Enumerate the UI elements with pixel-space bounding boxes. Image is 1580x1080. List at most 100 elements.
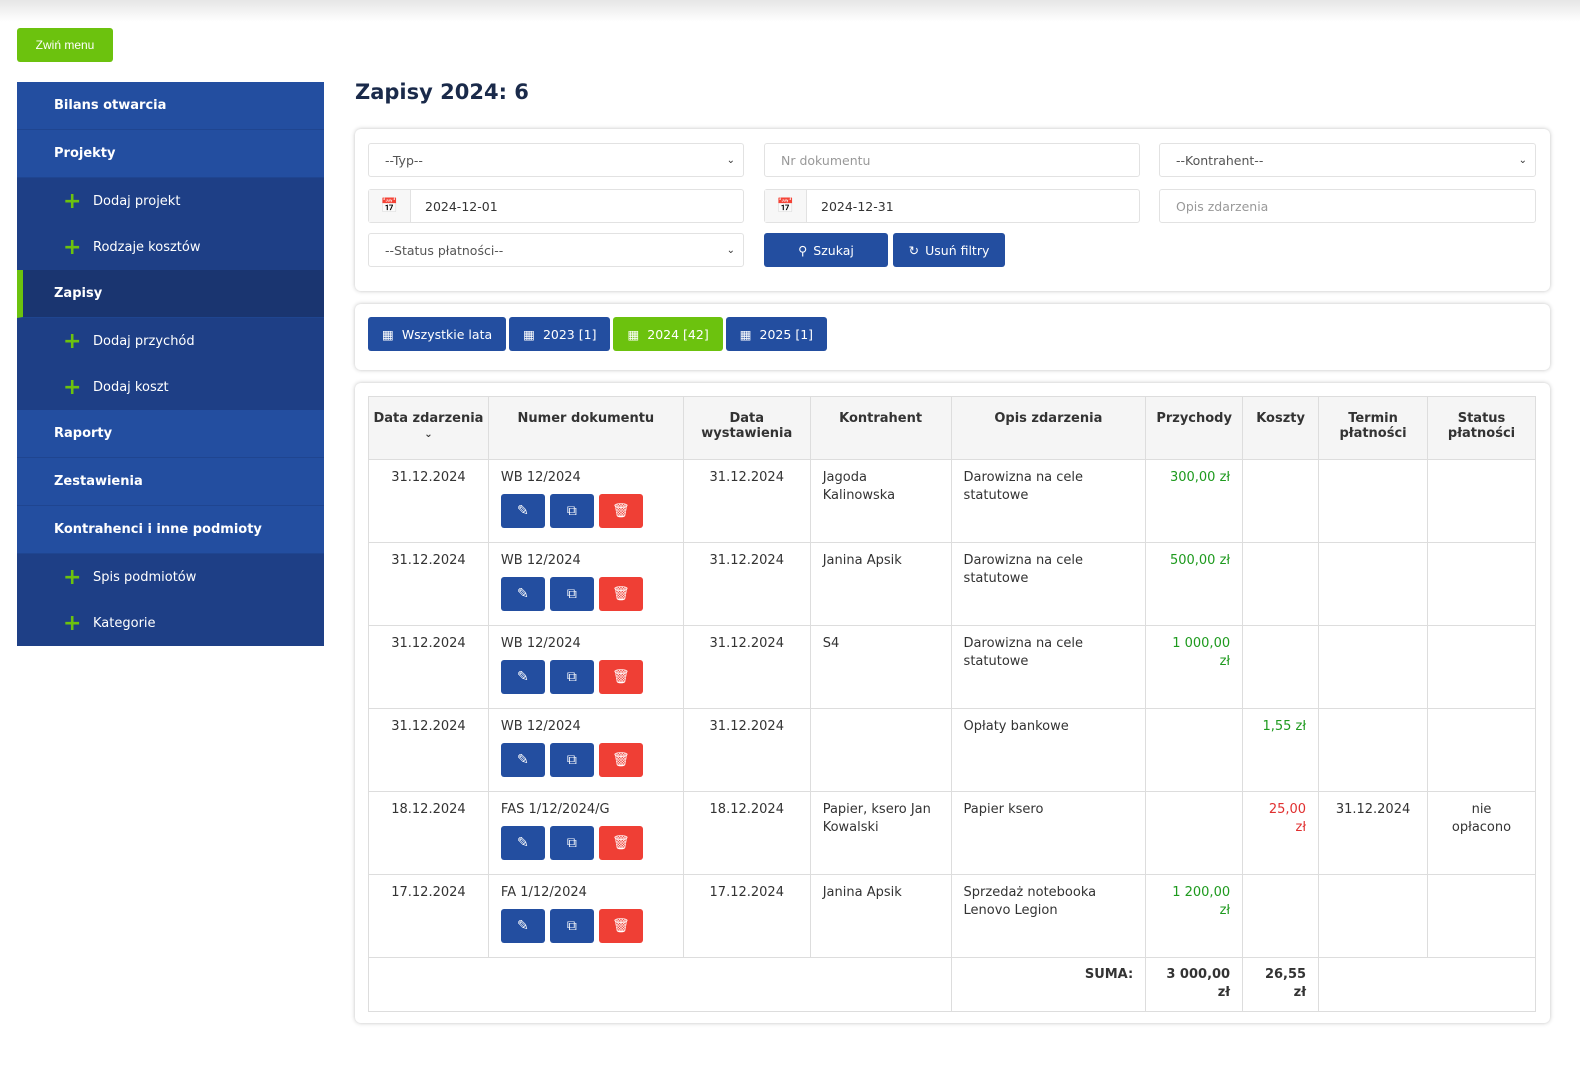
sidebar-item[interactable]: Raporty bbox=[17, 410, 324, 458]
cell-value: FA 1/12/2024 bbox=[500, 885, 587, 900]
trash-icon: 🗑 bbox=[612, 918, 630, 934]
year-filter-panel: ▦ Wszystkie lata ▦ 2023 [1] ▦ 2024 [42] ▦ 2025 … bbox=[355, 304, 1550, 370]
sidebar-item[interactable]: Projekty bbox=[17, 130, 324, 178]
column-header-label: Przychody bbox=[1156, 411, 1232, 426]
search-label: Szukaj bbox=[813, 242, 854, 258]
delete-button[interactable]: 🗑 bbox=[598, 743, 643, 777]
table-cell: Darowizna na cele statutowe bbox=[950, 459, 1147, 543]
sidebar-item[interactable]: Zestawienia bbox=[17, 458, 324, 506]
table-cell: 17.12.2024 bbox=[368, 874, 489, 958]
edit-button[interactable]: ✎ bbox=[500, 826, 545, 860]
row-actions: ✎ ⧉ 🗑 bbox=[500, 577, 671, 611]
table-cell: WB 12/2024 ✎ ⧉ 🗑 bbox=[487, 542, 684, 626]
table-cell: 31.12.2024 bbox=[1318, 791, 1429, 875]
copy-button[interactable]: ⧉ bbox=[549, 660, 594, 694]
records-panel: Data zdarzenia ⌄ Numer dokumentu Data wyst… bbox=[355, 383, 1550, 1023]
table-cell: 1 200,00 zł bbox=[1145, 874, 1244, 958]
sidebar-item[interactable]: + Kategorie bbox=[17, 600, 324, 646]
sidebar-item[interactable]: + Spis podmiotów bbox=[17, 554, 324, 600]
table-cell: Papier, ksero Jan Kowalski bbox=[809, 791, 952, 875]
year-button[interactable]: ▦ 2023 [1] bbox=[509, 317, 611, 351]
table-cell: Jagoda Kalinowska bbox=[809, 459, 952, 543]
description-input[interactable]: Opis zdarzenia bbox=[1159, 189, 1536, 223]
sidebar-item[interactable]: + Dodaj koszt bbox=[17, 364, 324, 410]
year-label: 2024 [42] bbox=[647, 326, 709, 342]
delete-button[interactable]: 🗑 bbox=[598, 660, 643, 694]
sidebar-item-label: Zestawienia bbox=[54, 474, 143, 489]
sidebar-item[interactable]: Zapisy bbox=[17, 270, 324, 318]
contractor-select-value: --Kontrahent-- bbox=[1176, 152, 1264, 168]
search-button[interactable]: ⚲ Szukaj bbox=[764, 233, 888, 267]
payment-status-select[interactable]: --Status płatności-- ⌄ bbox=[368, 233, 744, 267]
table-cell bbox=[1242, 625, 1320, 709]
sum-label: SUMA: bbox=[950, 957, 1147, 1012]
table-cell bbox=[1145, 791, 1244, 875]
cell-value: WB 12/2024 bbox=[500, 636, 581, 651]
clear-filters-button[interactable]: ↻ Usuń filtry bbox=[893, 233, 1005, 267]
delete-button[interactable]: 🗑 bbox=[598, 826, 643, 860]
edit-button[interactable]: ✎ bbox=[500, 909, 545, 943]
sidebar: Bilans otwarcia Projekty + Dodaj projekt + Ro… bbox=[17, 82, 324, 646]
column-header-label: Opis zdarzenia bbox=[994, 411, 1103, 426]
copy-button[interactable]: ⧉ bbox=[549, 826, 594, 860]
table-cell bbox=[1318, 957, 1536, 1012]
type-select[interactable]: --Typ-- ⌄ bbox=[368, 143, 744, 177]
copy-button[interactable]: ⧉ bbox=[549, 909, 594, 943]
sidebar-item-label: Zapisy bbox=[54, 286, 103, 301]
copy-button[interactable]: ⧉ bbox=[549, 577, 594, 611]
sidebar-item[interactable]: Bilans otwarcia bbox=[17, 82, 324, 130]
sort-chevron-icon: ⌄ bbox=[424, 429, 433, 440]
sidebar-item[interactable]: Kontrahenci i inne podmioty bbox=[17, 506, 324, 554]
edit-button[interactable]: ✎ bbox=[500, 494, 545, 528]
date-from-input[interactable]: 📅 2024-12-01 bbox=[368, 189, 744, 223]
table-cell bbox=[1318, 542, 1429, 626]
table-cell bbox=[1242, 542, 1320, 626]
year-button[interactable]: ▦ 2025 [1] bbox=[725, 317, 828, 351]
cell-value: Jagoda Kalinowska bbox=[822, 470, 896, 503]
collapse-menu-button[interactable]: Zwiń menu bbox=[17, 28, 113, 62]
cell-value: Papier ksero bbox=[963, 802, 1044, 817]
delete-button[interactable]: 🗑 bbox=[598, 494, 643, 528]
year-label: 2025 [1] bbox=[759, 326, 814, 342]
sidebar-item[interactable]: + Rodzaje kosztów bbox=[17, 224, 324, 270]
table-cell bbox=[1145, 708, 1244, 792]
document-number-input[interactable]: Nr dokumentu bbox=[764, 143, 1140, 177]
year-button[interactable]: ▦ 2024 [42] bbox=[613, 317, 723, 351]
sum-income: 3 000,00 zł bbox=[1145, 957, 1244, 1012]
column-header: Termin płatności bbox=[1318, 396, 1429, 460]
column-header[interactable]: Data zdarzenia ⌄ bbox=[368, 396, 489, 460]
column-header-label: Status płatności bbox=[1447, 411, 1516, 441]
sidebar-item-label: Projekty bbox=[54, 146, 116, 161]
sidebar-item-label: Rodzaje kosztów bbox=[93, 239, 201, 255]
table-cell: Darowizna na cele statutowe bbox=[950, 625, 1147, 709]
plus-icon: + bbox=[63, 374, 82, 400]
table-cell bbox=[1242, 874, 1320, 958]
table-cell: 300,00 zł bbox=[1145, 459, 1244, 543]
date-to-input[interactable]: 📅 2024-12-31 bbox=[764, 189, 1140, 223]
cell-value: 31.12.2024 bbox=[709, 719, 784, 734]
column-header: Data wystawienia bbox=[682, 396, 811, 460]
column-header-label: Numer dokumentu bbox=[517, 411, 655, 426]
edit-button[interactable]: ✎ bbox=[500, 660, 545, 694]
edit-button[interactable]: ✎ bbox=[500, 577, 545, 611]
column-header: Status płatności bbox=[1427, 396, 1536, 460]
delete-button[interactable]: 🗑 bbox=[598, 909, 643, 943]
sidebar-item[interactable]: + Dodaj projekt bbox=[17, 178, 324, 224]
cell-value: 31.12.2024 bbox=[391, 719, 466, 734]
calendar-icon: ▦ bbox=[739, 326, 752, 342]
sidebar-item-label: Dodaj przychód bbox=[93, 333, 195, 349]
copy-button[interactable]: ⧉ bbox=[549, 743, 594, 777]
sidebar-item[interactable]: + Dodaj przychód bbox=[17, 318, 324, 364]
copy-button[interactable]: ⧉ bbox=[549, 494, 594, 528]
table-cell bbox=[1427, 542, 1536, 626]
table-cell: WB 12/2024 ✎ ⧉ 🗑 bbox=[487, 625, 684, 709]
year-button[interactable]: ▦ Wszystkie lata bbox=[368, 317, 507, 351]
payment-status-value: --Status płatności-- bbox=[385, 242, 504, 258]
contractor-select[interactable]: --Kontrahent-- ⌄ bbox=[1159, 143, 1536, 177]
table-cell bbox=[1242, 459, 1320, 543]
column-header-label: Data wystawienia bbox=[701, 411, 793, 441]
delete-button[interactable]: 🗑 bbox=[598, 577, 643, 611]
table-cell bbox=[1427, 708, 1536, 792]
table-cell bbox=[1318, 874, 1429, 958]
edit-button[interactable]: ✎ bbox=[500, 743, 545, 777]
